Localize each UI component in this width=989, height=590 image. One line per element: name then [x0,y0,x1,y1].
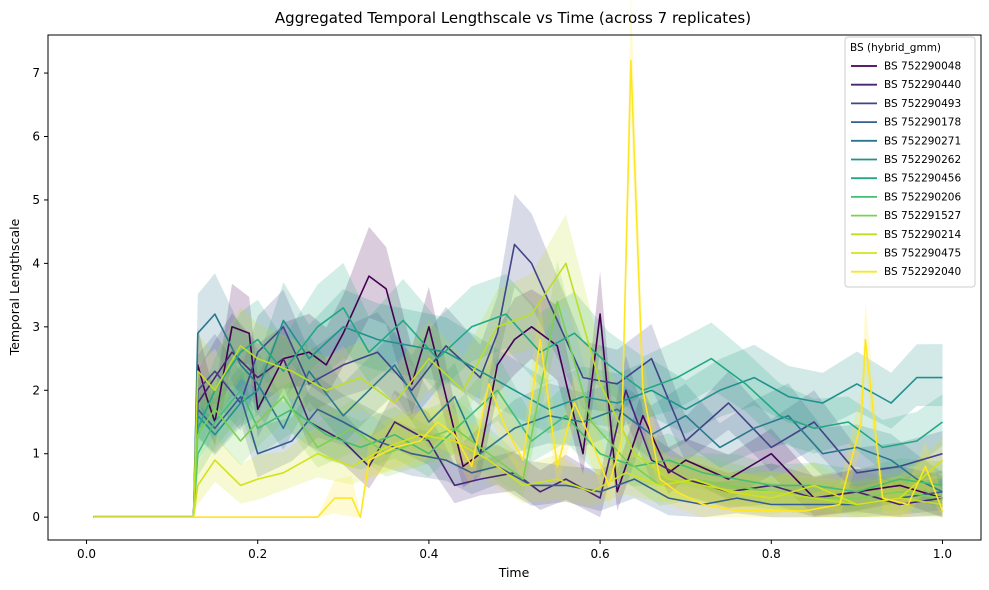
band-bs-752290262 [93,282,943,518]
legend-label: BS 752290475 [884,248,961,260]
line-bs-752290048 [93,275,943,519]
line-bs-752290214 [93,262,943,519]
x-axis: 0.0 0.2 0.4 0.6 0.8 1.0 [77,540,952,561]
line-bs-752290440 [93,351,943,519]
replicate-bands [93,0,943,518]
legend-label: BS 752291527 [884,210,961,222]
legend-label: BS 752290262 [884,154,961,166]
y-tick-label: 5 [32,193,40,207]
y-axis-label: Temporal Lengthscale [7,218,22,356]
y-tick-label: 2 [32,383,40,397]
legend-label: BS 752290456 [884,173,961,185]
legend-label: BS 752290178 [884,117,961,129]
x-axis-label: Time [498,565,530,580]
x-tick-label: 0.2 [248,547,267,561]
legend-title: BS (hybrid_gmm) [850,42,941,54]
legend-label: BS 752290493 [884,98,961,110]
y-tick-label: 4 [32,256,40,270]
legend-box [844,36,976,288]
legend-label: BS 752290440 [884,79,961,91]
line-bs-752290493 [93,243,943,519]
y-tick-label: 1 [32,447,40,461]
y-axis: 0 1 2 3 4 5 6 7 [32,66,48,524]
band-bs-752290271 [93,273,943,518]
band-bs-752290206 [93,354,943,518]
legend: BS (hybrid_gmm) BS 752290048 BS 752290440… [844,36,976,288]
x-tick-label: 0.4 [419,547,438,561]
x-tick-label: 0.0 [77,547,96,561]
band-bs-752290440 [93,313,943,518]
line-bs-752292040 [93,59,944,519]
line-bs-752290262 [93,319,943,519]
band-bs-752290214 [93,214,943,518]
y-tick-label: 3 [32,320,40,334]
chart-title: Aggregated Temporal Lengthscale vs Time … [275,9,751,27]
y-tick-label: 6 [32,130,40,144]
x-tick-label: 0.6 [591,547,610,561]
legend-label: BS 752290048 [884,61,961,73]
line-bs-752290206 [93,389,943,519]
band-bs-752290493 [93,194,943,518]
series-lines [93,59,944,519]
legend-label: BS 752292040 [884,266,961,278]
legend-label: BS 752290271 [884,135,961,147]
line-bs-752290456 [93,306,943,519]
line-bs-752290271 [93,313,943,519]
line-bs-752290178 [93,395,943,519]
band-bs-752290456 [93,262,943,518]
y-tick-label: 0 [32,510,40,524]
legend-label: BS 752290214 [884,229,961,241]
line-bs-752290475 [93,433,944,519]
plot-frame [47,34,982,541]
band-bs-752290178 [93,365,943,518]
x-tick-label: 0.8 [762,547,781,561]
legend-label: BS 752290206 [884,191,961,203]
x-tick-label: 1.0 [933,547,952,561]
band-bs-752290048 [93,226,943,518]
y-tick-label: 7 [32,66,40,80]
